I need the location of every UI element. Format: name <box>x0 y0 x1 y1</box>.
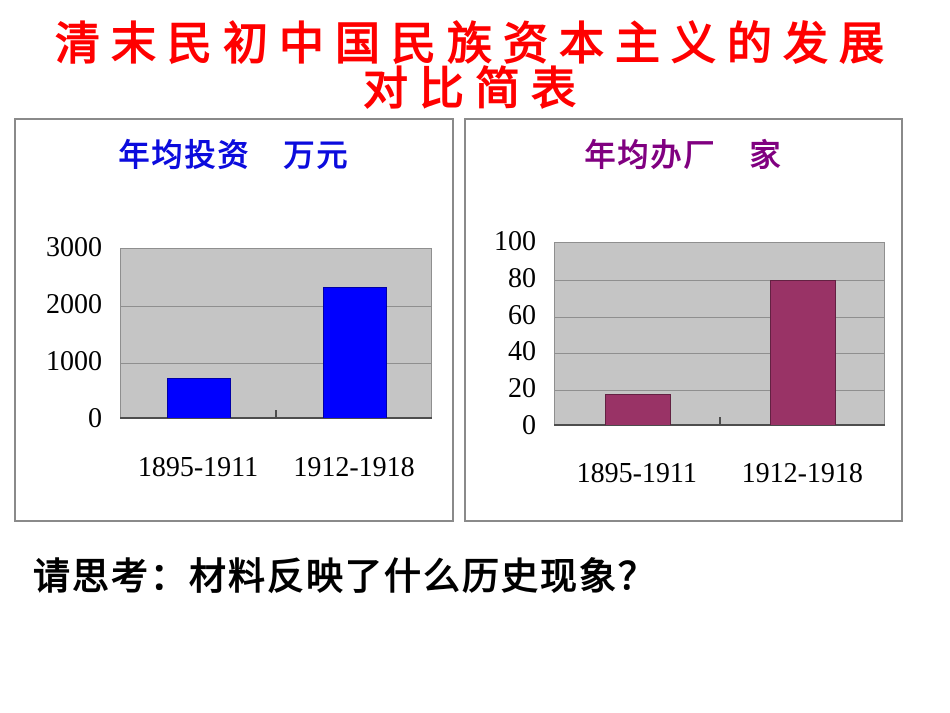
x-axis-line <box>554 424 885 426</box>
bar-1912-1918 <box>323 286 387 418</box>
slide-title-line2: 对比简表 <box>362 64 587 114</box>
x-axis-tick <box>718 417 721 425</box>
gridline-40 <box>555 353 884 355</box>
chart-title-investment: 年均投资 万元 <box>118 138 350 173</box>
y-axis-tick-label-2000: 2000 <box>46 289 102 320</box>
gridline-60 <box>555 316 884 318</box>
y-axis-tick-label-40: 40 <box>508 336 536 368</box>
y-axis-tick-label-0: 0 <box>522 410 536 441</box>
y-axis-tick-label-100: 100 <box>494 226 536 257</box>
y-axis-tick-label-80: 80 <box>508 262 536 294</box>
x-category-label-1912-1918: 1912-1918 <box>293 452 415 483</box>
chart-panel-investment: 年均投资 万元 0 1000 2000 3000 1895-1911 1912-1918 <box>14 118 454 522</box>
chart-title-factories: 年均办厂 家 <box>584 138 783 173</box>
question-text: 请思考：材料反映了什么历史现象？ <box>33 557 657 598</box>
gridline-20 <box>555 390 884 392</box>
plot-area-factories <box>554 242 885 426</box>
bar-1895-1911 <box>167 378 231 418</box>
x-axis-tick <box>275 410 277 418</box>
gridline-1000 <box>121 363 431 364</box>
y-axis-tick-label-0: 0 <box>88 403 102 434</box>
slide-title-line1: 清末民初中国民族资本主义的发展 <box>54 19 895 69</box>
y-axis-tick-label-3000: 3000 <box>46 232 102 263</box>
y-axis-tick-label-1000: 1000 <box>46 346 102 377</box>
gridline-80 <box>555 279 884 281</box>
slide-title: 清末民初中国民族资本主义的发展 对比简表 <box>0 22 950 112</box>
chart-panel-factories: 年均办厂 家 0 20 40 60 80 100 1895-1911 1912-1918 <box>464 118 903 522</box>
y-axis-tick-label-60: 60 <box>508 299 536 331</box>
bar-1895-1911 <box>604 393 671 425</box>
x-axis-line <box>120 417 432 419</box>
x-category-label-1895-1911: 1895-1911 <box>137 452 259 483</box>
plot-area-investment <box>120 248 432 419</box>
y-axis-tick-label-20: 20 <box>508 373 536 405</box>
gridline-2000 <box>121 306 431 307</box>
x-category-label-1895-1911: 1895-1911 <box>576 458 697 489</box>
x-category-label-1912-1918: 1912-1918 <box>741 458 863 489</box>
bar-1912-1918 <box>770 279 837 425</box>
